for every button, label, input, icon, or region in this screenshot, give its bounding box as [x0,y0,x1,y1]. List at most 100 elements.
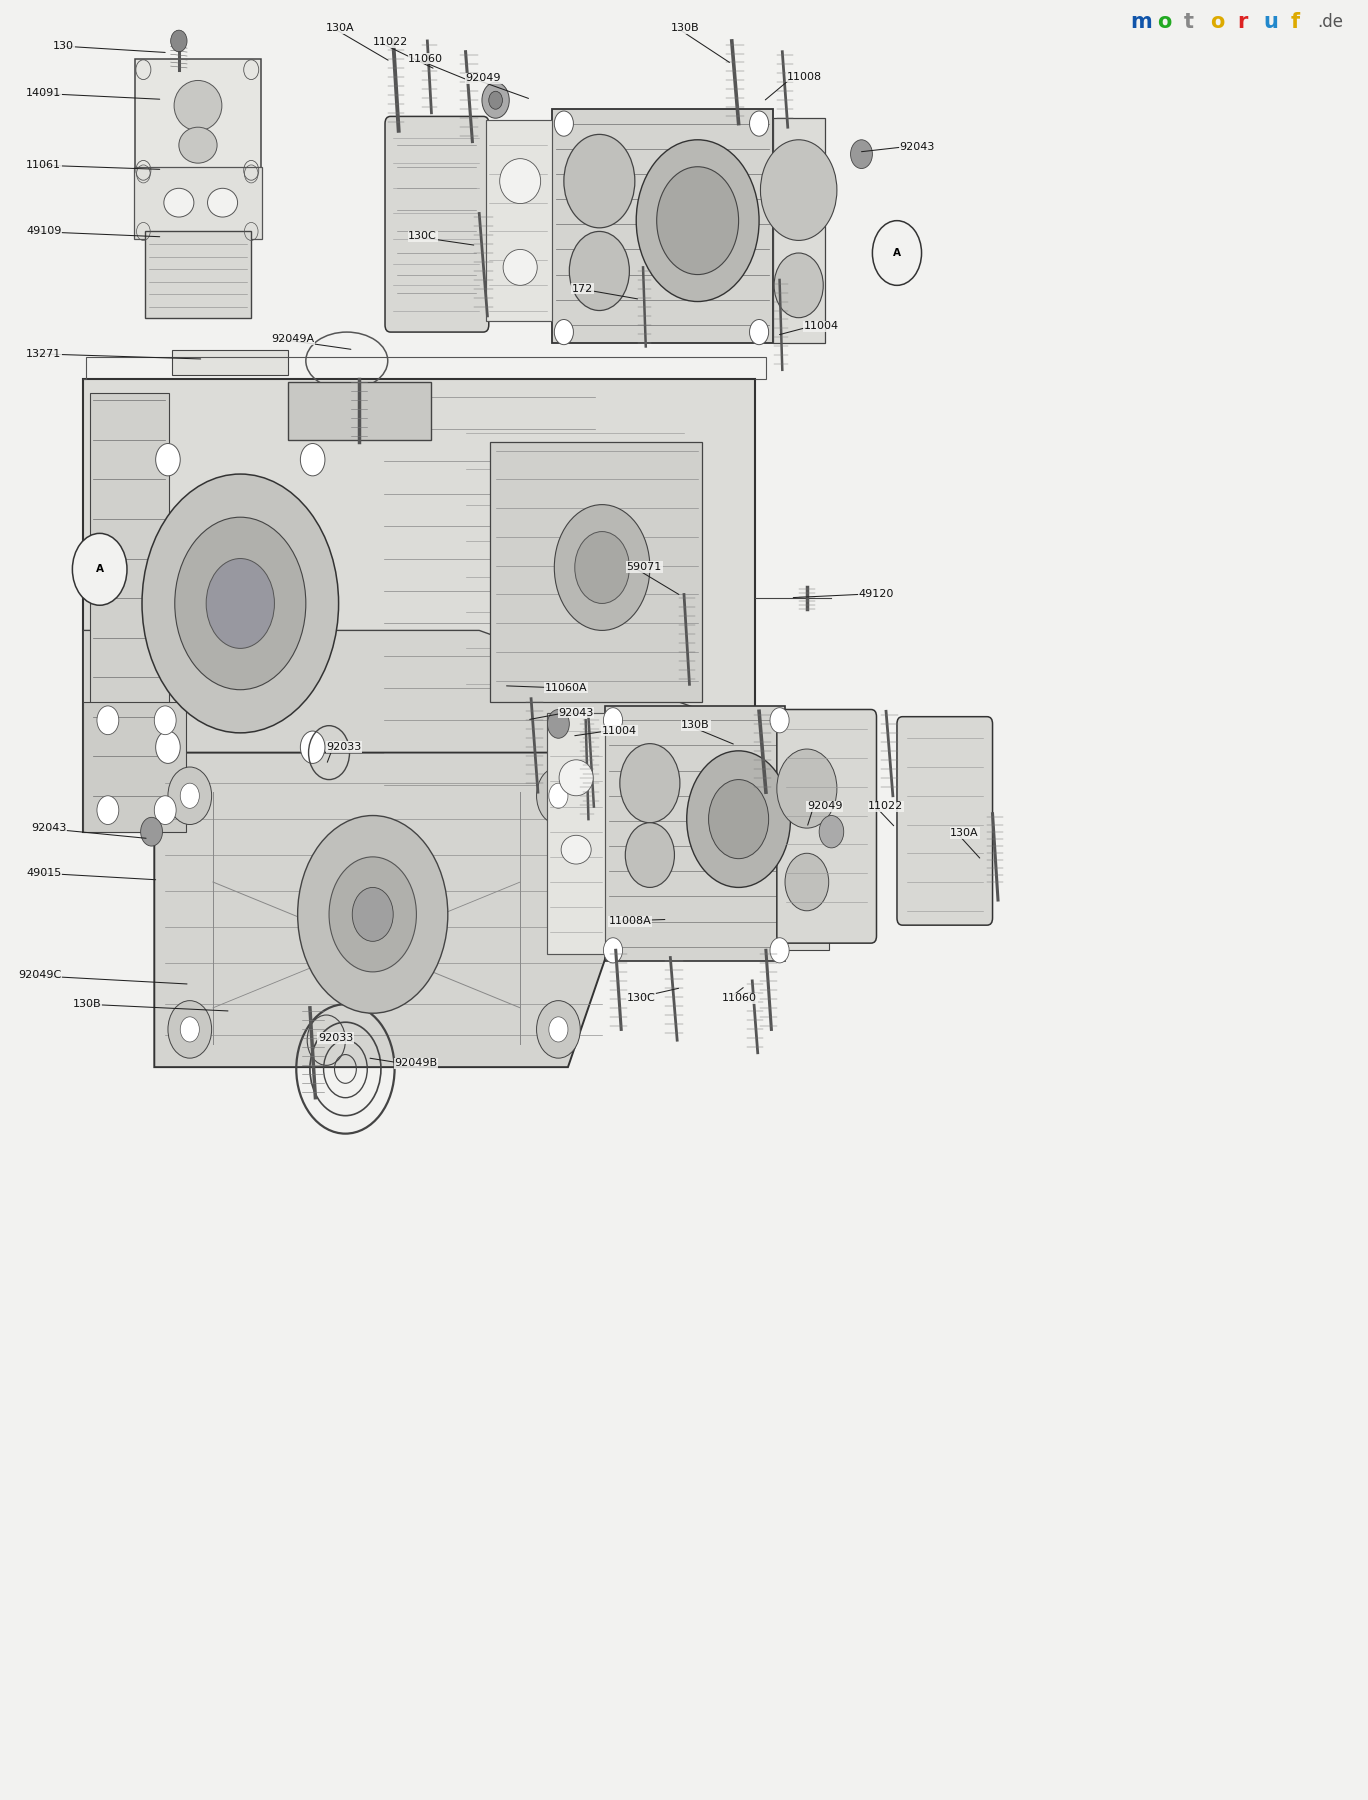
Ellipse shape [503,250,538,286]
Circle shape [620,743,680,823]
Circle shape [536,767,580,824]
Circle shape [709,779,769,859]
Circle shape [770,707,789,733]
Text: 130C: 130C [627,994,655,1003]
Circle shape [168,1001,212,1058]
Bar [90,392,170,815]
Circle shape [549,1017,568,1042]
Circle shape [770,938,789,963]
Text: 11004: 11004 [602,725,637,736]
Text: 92049A: 92049A [272,335,315,344]
Ellipse shape [208,189,238,218]
Bar [134,167,263,239]
Ellipse shape [499,158,540,203]
Circle shape [168,767,212,824]
Text: 11004: 11004 [804,322,839,331]
Circle shape [301,443,326,475]
Polygon shape [83,630,755,832]
Circle shape [564,135,635,229]
Circle shape [819,815,844,848]
Text: 130A: 130A [327,23,354,32]
Circle shape [171,31,187,52]
Bar [785,716,829,950]
Bar [551,110,773,342]
Text: u: u [1264,13,1279,32]
Text: 92033: 92033 [319,1033,353,1042]
Text: 11060: 11060 [722,994,758,1003]
Bar [289,382,431,439]
Text: 130B: 130B [670,23,699,32]
Text: 14091: 14091 [26,88,62,97]
Text: f: f [1290,13,1300,32]
Circle shape [750,112,769,137]
Circle shape [873,221,922,286]
Text: r: r [1237,13,1248,32]
Text: 92049: 92049 [807,801,843,812]
Text: 11061: 11061 [26,160,62,169]
Circle shape [687,751,791,887]
Circle shape [181,783,200,808]
Bar [83,378,755,832]
Text: m: m [1130,13,1152,32]
Circle shape [536,1001,580,1058]
Circle shape [549,783,568,808]
Text: 11008: 11008 [787,72,822,81]
FancyBboxPatch shape [384,117,488,331]
Circle shape [554,319,573,344]
Text: 130B: 130B [681,720,710,731]
Circle shape [636,140,759,302]
FancyBboxPatch shape [777,709,877,943]
Text: 11060: 11060 [408,54,443,63]
Text: 172: 172 [572,284,594,293]
Circle shape [774,254,824,317]
Circle shape [207,558,275,648]
Text: 92043: 92043 [900,142,936,151]
Circle shape [97,706,119,734]
Circle shape [750,319,769,344]
Text: 92049: 92049 [465,74,501,83]
Text: 92033: 92033 [327,742,361,752]
Circle shape [488,92,502,110]
Circle shape [156,443,181,475]
Text: 130B: 130B [73,999,101,1008]
Text: 49109: 49109 [26,227,62,236]
Circle shape [777,749,837,828]
Circle shape [181,1017,200,1042]
Circle shape [301,731,326,763]
Ellipse shape [179,128,218,164]
Circle shape [141,817,163,846]
Circle shape [554,112,573,137]
Bar [135,59,261,182]
Bar [83,702,186,832]
Circle shape [575,531,629,603]
Circle shape [73,533,127,605]
Text: A: A [893,248,902,257]
Ellipse shape [560,760,594,796]
Circle shape [554,504,650,630]
Text: 13271: 13271 [26,349,62,358]
Circle shape [657,167,739,275]
Bar [773,119,825,342]
Text: o: o [1211,13,1224,32]
Circle shape [603,707,622,733]
Circle shape [547,709,569,738]
Text: 92049C: 92049C [18,970,62,981]
Text: 59071: 59071 [627,562,662,572]
Text: .de: .de [1317,13,1343,31]
Circle shape [330,857,416,972]
Text: 11022: 11022 [372,38,408,47]
Circle shape [625,823,674,887]
Text: 92043: 92043 [558,707,594,718]
Circle shape [785,853,829,911]
Text: 49015: 49015 [26,868,62,878]
Text: 130: 130 [53,41,74,50]
Circle shape [761,140,837,241]
Circle shape [97,796,119,824]
Text: 11022: 11022 [869,801,903,812]
Text: o: o [1157,13,1171,32]
Ellipse shape [561,835,591,864]
Circle shape [155,796,176,824]
Text: 130C: 130C [408,232,436,241]
Ellipse shape [164,189,194,218]
Circle shape [482,83,509,119]
